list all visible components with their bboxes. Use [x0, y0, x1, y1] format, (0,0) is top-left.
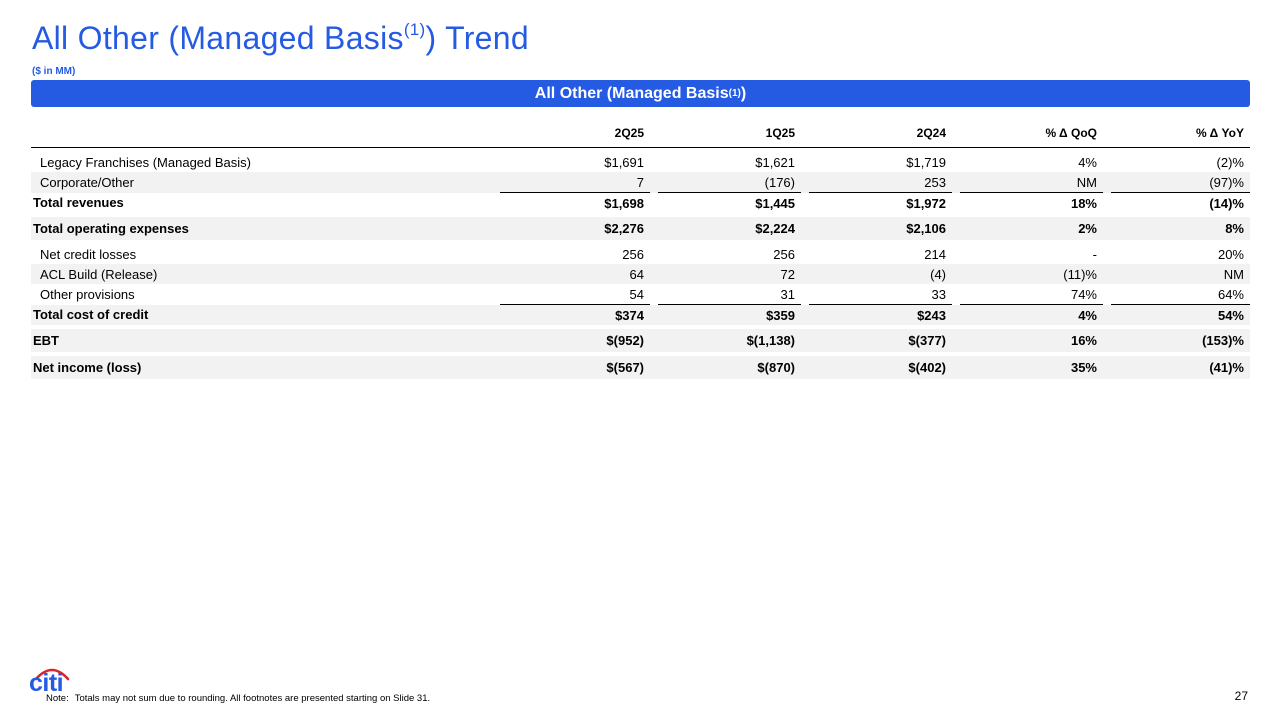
cell: $(1,138): [746, 333, 795, 348]
table-row: Total operating expenses $2,276 $2,224 $…: [31, 217, 1250, 240]
banner-footnote-ref: (1): [728, 88, 741, 99]
row-label: Legacy Franchises (Managed Basis): [40, 154, 251, 170]
cell: $2,224: [755, 221, 795, 236]
cell: $374: [615, 307, 644, 323]
cell: 214: [924, 246, 946, 262]
cell: 74%: [960, 284, 1103, 305]
cell: 64%: [1111, 284, 1250, 305]
logo-arc-icon: [34, 668, 70, 681]
cell: $359: [766, 307, 795, 323]
cell: 54: [500, 284, 650, 305]
cell: $(567): [606, 360, 644, 375]
col-header: 2Q25: [614, 125, 644, 140]
table-row: Net credit losses 256 256 214 - 20%: [31, 244, 1250, 264]
col-header: % Δ QoQ: [1045, 125, 1097, 140]
cell: $(402): [908, 360, 946, 375]
row-label: Corporate/Other: [40, 174, 134, 190]
cell: (41)%: [1209, 360, 1244, 375]
cell: 64: [629, 266, 644, 282]
row-label: ACL Build (Release): [40, 266, 158, 282]
logo-wordmark: citi: [29, 669, 64, 697]
cell: NM: [1223, 266, 1244, 282]
cell: (97)%: [1111, 172, 1250, 193]
cell: -: [1092, 246, 1097, 262]
row-label: Total cost of credit: [33, 307, 149, 323]
cell: 256: [622, 246, 644, 262]
table-row: Legacy Franchises (Managed Basis) $1,691…: [31, 152, 1250, 172]
cell: $1,691: [604, 154, 644, 170]
cell: $1,972: [906, 195, 946, 211]
cell: $2,106: [906, 221, 946, 236]
table-row: ACL Build (Release) 64 72 (4) (11)% NM: [31, 264, 1250, 284]
cell: $1,445: [755, 195, 795, 211]
cell: 16%: [1070, 333, 1097, 348]
cell: 256: [773, 246, 795, 262]
cell: $1,621: [755, 154, 795, 170]
cell: (11)%: [1063, 266, 1097, 282]
col-header: 1Q25: [765, 125, 795, 140]
cell: 4%: [1078, 307, 1097, 323]
row-label: EBT: [33, 333, 59, 348]
cell: (2)%: [1216, 154, 1244, 170]
cell: 2%: [1078, 221, 1097, 236]
cell: 35%: [1070, 360, 1097, 375]
cell: 18%: [1070, 195, 1097, 211]
cell: 31: [658, 284, 801, 305]
cell: $(952): [606, 333, 644, 348]
cell: 54%: [1217, 307, 1244, 323]
cell: (176): [658, 172, 801, 193]
row-label: Total revenues: [33, 195, 124, 211]
row-label: Net credit losses: [40, 246, 137, 262]
title-footnote-ref: (1): [403, 20, 426, 39]
cell: $(870): [757, 360, 795, 375]
col-header: 2Q24: [916, 125, 946, 140]
table-row: Total revenues $1,698 $1,445 $1,972 18% …: [31, 193, 1250, 214]
table-row: Other provisions 54 31 33 74% 64%: [31, 284, 1250, 305]
cell: 253: [809, 172, 952, 193]
footnote-lead: Note:: [46, 693, 69, 704]
table-row: Total cost of credit $374 $359 $243 4% 5…: [31, 304, 1250, 325]
cell: $1,719: [906, 154, 946, 170]
column-header-row: 2Q25 1Q25 2Q24 % Δ QoQ % Δ YoY: [31, 118, 1250, 148]
page-number: 27: [1234, 689, 1248, 703]
table-row: Corporate/Other 7 (176) 253 NM (97)%: [31, 172, 1250, 193]
cell: NM: [960, 172, 1103, 193]
cell: 8%: [1225, 221, 1244, 236]
cell: 20%: [1217, 246, 1244, 262]
cell: 4%: [1078, 154, 1097, 170]
citi-logo: citi: [29, 664, 75, 697]
page-title: All Other (Managed Basis(1)) Trend: [32, 20, 529, 56]
cell: (153)%: [1202, 333, 1244, 348]
footnote-text: Totals may not sum due to rounding. All …: [74, 693, 431, 704]
units-label: ($ in MM): [32, 66, 76, 77]
cell: 7: [500, 172, 650, 193]
table-row: EBT $(952) $(1,138) $(377) 16% (153)%: [31, 329, 1250, 352]
cell: 72: [780, 266, 795, 282]
row-label: Other provisions: [40, 286, 135, 302]
row-label: Net income (loss): [33, 360, 142, 375]
col-header: % Δ YoY: [1196, 125, 1244, 140]
cell: $1,698: [604, 195, 644, 211]
cell: $2,276: [604, 221, 644, 236]
financial-table: 2Q25 1Q25 2Q24 % Δ QoQ % Δ YoY Legacy Fr…: [31, 118, 1250, 379]
cell: 33: [809, 284, 952, 305]
table-row: Net income (loss) $(567) $(870) $(402) 3…: [31, 356, 1250, 379]
cell: $(377): [908, 333, 946, 348]
table-banner: All Other (Managed Basis (1)): [31, 80, 1250, 107]
row-label: Total operating expenses: [33, 221, 189, 236]
cell: $243: [917, 307, 946, 323]
cell: (14)%: [1209, 195, 1244, 211]
footnote: Note: Totals may not sum due to rounding.…: [46, 693, 430, 704]
cell: (4): [930, 266, 946, 282]
